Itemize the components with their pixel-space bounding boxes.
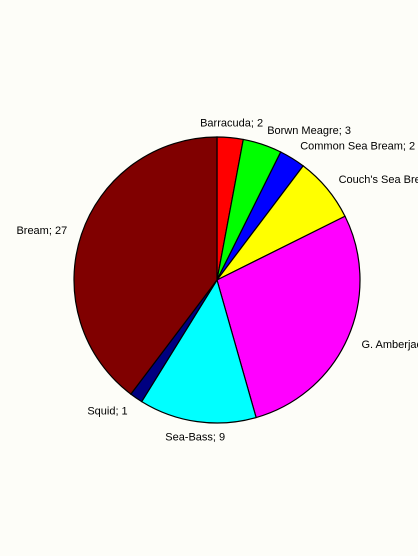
slice-label-couch-s-sea-bream: Couch's Sea Bream; 5 <box>339 174 418 186</box>
slice-label-borwn-meagre: Borwn Meagre; 3 <box>267 125 351 137</box>
slice-label-sea-bass: Sea-Bass; 9 <box>165 432 225 444</box>
slice-label-g-amberjack: G. Amberjack; 19 <box>362 339 418 351</box>
pie-slice-bream <box>73 136 218 395</box>
pie-slices <box>73 136 361 424</box>
pie-labels: Barracuda; 2 Borwn Meagre; 3 Common Sea Br… <box>16 118 418 444</box>
pie-slice-sea-bass <box>140 278 257 424</box>
slice-label-bream: Bream; 27 <box>16 225 67 237</box>
pie-slice-g-amberjack <box>216 215 361 419</box>
slice-label-common-sea-bream: Common Sea Bream; 2 <box>300 141 415 153</box>
slice-label-squid: Squid; 1 <box>87 405 127 417</box>
slice-label-barracuda: Barracuda; 2 <box>200 118 263 130</box>
